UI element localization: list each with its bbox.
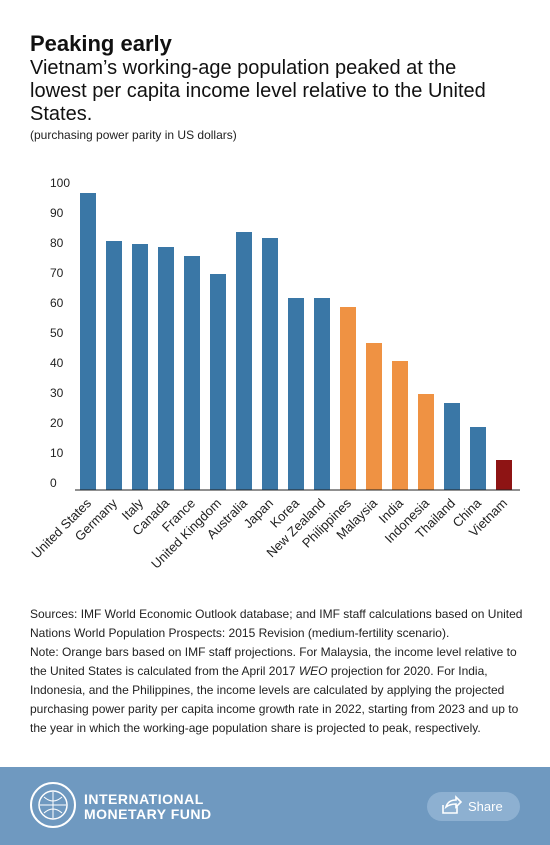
bar [444,403,460,490]
bar [496,460,512,490]
bar [80,193,96,490]
imf-logo[interactable]: INTERNATIONAL MONETARY FUND [30,782,212,828]
bar [340,307,356,490]
bar [132,244,148,490]
note-text: Note: Orange bars based on IMF staff pro… [30,645,517,678]
bar [106,241,122,490]
y-tick-label: 70 [50,266,64,280]
bar [418,394,434,490]
logo-emblem [38,790,68,820]
footer: INTERNATIONAL MONETARY FUND Share [0,767,550,845]
note-text: WEO [298,664,328,678]
y-tick-label: 10 [50,446,64,460]
y-tick-label: 0 [50,476,57,490]
unit-note: (purchasing power parity in US dollars) [30,128,237,142]
x-tick-label: Japan [240,496,276,532]
bar [184,256,200,490]
share-icon [442,795,463,814]
y-tick-label: 20 [50,416,64,430]
y-tick-label: 90 [50,206,64,220]
bar [366,343,382,490]
y-tick-label: 30 [50,386,64,400]
share-button[interactable]: Share [427,792,520,821]
logo-emblem [30,782,76,828]
y-tick-label: 50 [50,326,64,340]
bar [236,232,252,490]
footer-graphics: INTERNATIONAL MONETARY FUND Share [30,782,520,828]
bar [392,361,408,490]
share-label: Share [468,799,503,814]
note: Note: Orange bars based on IMF staff pro… [30,643,525,738]
note-text: projection for 2020. For India, Indonesi… [30,664,519,735]
chart: Peaking early Vietnam’s working-age popu… [28,31,520,572]
logo-text: INTERNATIONAL [84,791,204,807]
logo-emblem [40,792,66,818]
sources: Sources: IMF World Economic Outlook data… [30,607,523,640]
logo-text: MONETARY FUND [84,806,212,822]
bar [288,298,304,490]
y-tick-label: 100 [50,176,70,190]
notes: Sources: IMF World Economic Outlook data… [30,605,525,738]
bar [262,238,278,490]
chart-subtitle: Vietnam’s working-age population peaked … [30,57,486,125]
bar [210,274,226,490]
y-tick-label: 60 [50,296,64,310]
bar [470,427,486,490]
bar [158,247,174,490]
y-tick-label: 40 [50,356,64,370]
bar [314,298,330,490]
chart-title: Peaking early [30,31,173,56]
y-tick-label: 80 [50,236,64,250]
